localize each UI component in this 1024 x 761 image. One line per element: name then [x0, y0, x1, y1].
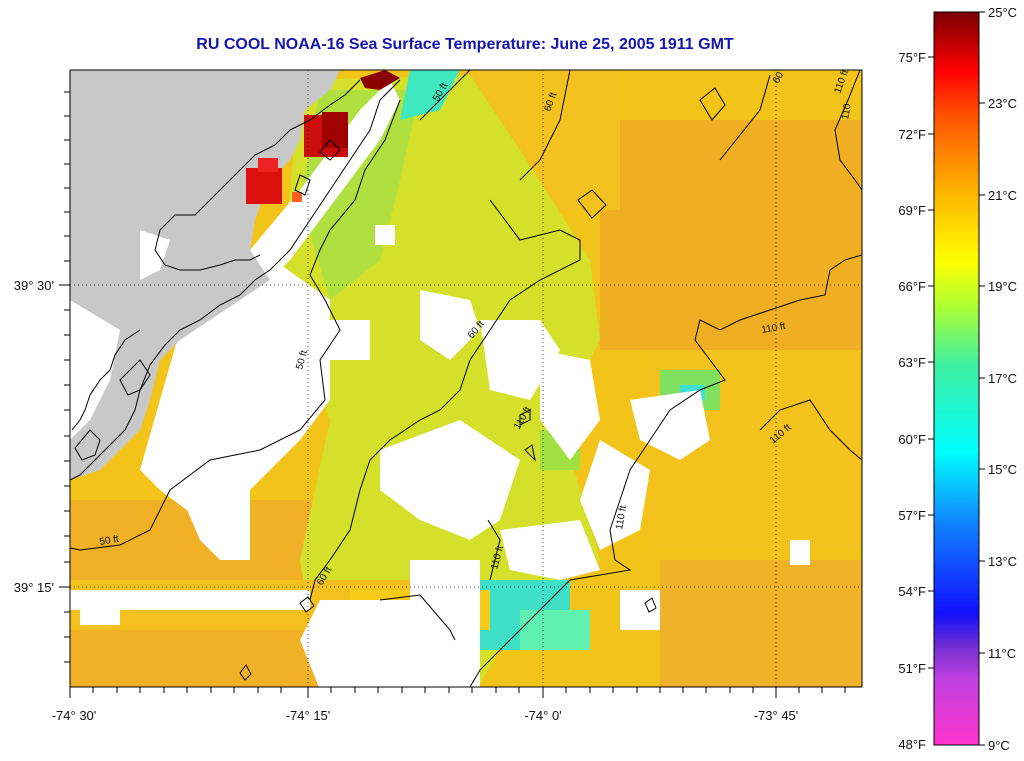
- warm-patches: [246, 112, 348, 204]
- colorbar-gradient: [933, 11, 980, 746]
- isobaths: [70, 70, 862, 687]
- contour-label: 110: [840, 102, 854, 120]
- lon-label: -73° 45': [754, 708, 799, 723]
- celsius-label: 21°C: [988, 188, 1017, 203]
- celsius-label: 11°C: [988, 646, 1016, 661]
- graticule: [70, 70, 862, 687]
- latitude-labels: 39° 30' 39° 15': [14, 278, 54, 595]
- celsius-label: 15°C: [988, 462, 1017, 477]
- map-title: RU COOL NOAA-16 Sea Surface Temperature:…: [196, 36, 734, 53]
- lat-label: 39° 15': [14, 580, 54, 595]
- celsius-label: 23°C: [988, 96, 1017, 111]
- fahrenheit-label: 54°F: [898, 584, 926, 599]
- contour-label: 60: [771, 70, 786, 86]
- celsius-label: 9°C: [988, 738, 1010, 753]
- fahrenheit-label: 66°F: [898, 279, 926, 294]
- fahrenheit-label: 72°F: [898, 127, 926, 142]
- lon-label: -74° 15': [286, 708, 331, 723]
- celsius-label: 13°C: [988, 554, 1017, 569]
- colorbar: 25°C 23°C 21°C 19°C 17°C 15°C 13°C 11°C …: [898, 5, 1017, 753]
- fahrenheit-label: 75°F: [898, 50, 926, 65]
- fahrenheit-label: 60°F: [898, 432, 926, 447]
- celsius-label: 17°C: [988, 371, 1017, 386]
- celsius-label: 25°C: [988, 5, 1017, 20]
- axis-ticks: [59, 91, 846, 698]
- lon-label: -74° 30': [52, 708, 97, 723]
- celsius-label: 19°C: [988, 279, 1017, 294]
- cloud-mask: [70, 225, 810, 687]
- fahrenheit-label: 69°F: [898, 203, 926, 218]
- lon-label: -74° 0': [524, 708, 561, 723]
- coastline: [70, 79, 401, 481]
- longitude-labels: -74° 30' -74° 15' -74° 0' -73° 45': [52, 708, 799, 723]
- contour-label: 110 ft: [761, 321, 787, 336]
- fahrenheit-label: 48°F: [898, 737, 926, 752]
- fahrenheit-label: 57°F: [898, 508, 926, 523]
- fahrenheit-label: 63°F: [898, 355, 926, 370]
- contour-label: 50 ft: [99, 534, 120, 548]
- contour-label: 110 ft: [614, 504, 629, 530]
- contour-label: 50 ft: [294, 349, 310, 371]
- fahrenheit-label: 51°F: [898, 661, 926, 676]
- map-frame: [69, 69, 863, 688]
- lat-label: 39° 30': [14, 278, 54, 293]
